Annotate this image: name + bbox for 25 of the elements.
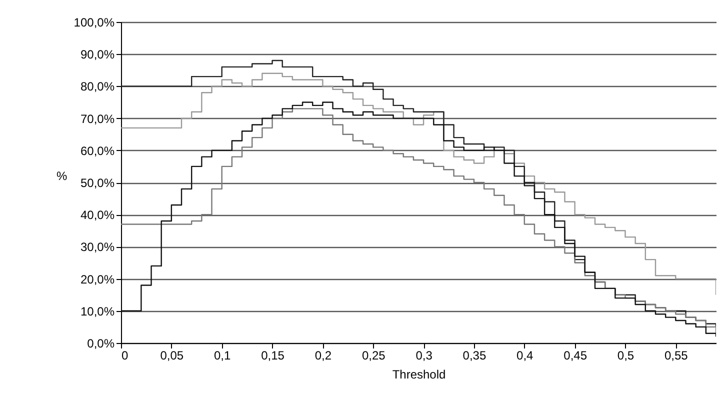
x-tick-label: 0,35 bbox=[462, 348, 486, 362]
x-tick-label: 0,4 bbox=[516, 348, 534, 362]
y-tick-label: 100,0% bbox=[74, 16, 115, 30]
x-tick-label: 0,05 bbox=[160, 348, 184, 362]
y-tick-label: 20,0% bbox=[80, 272, 115, 286]
y-tick-label: 80,0% bbox=[80, 80, 115, 94]
y-tick-label: 90,0% bbox=[80, 48, 115, 62]
x-tick-label: 0,15 bbox=[261, 348, 285, 362]
y-axis-title: % bbox=[56, 169, 68, 183]
y-tick-label: 30,0% bbox=[80, 240, 115, 254]
y-tick-label: 70,0% bbox=[80, 112, 115, 126]
x-tick-label: 0,3 bbox=[416, 348, 433, 362]
x-tick-label: 0,2 bbox=[314, 348, 332, 362]
y-tick-label: 0,0% bbox=[87, 336, 115, 350]
x-tick-label: 0,25 bbox=[362, 348, 386, 362]
x-tick-label: 0,55 bbox=[664, 348, 688, 362]
x-tick-label: 0,1 bbox=[214, 348, 232, 362]
y-tick-label: 60,0% bbox=[80, 144, 115, 158]
x-tick-label: 0 bbox=[122, 348, 128, 362]
x-axis-title: Threshold bbox=[392, 368, 446, 382]
x-tick-label: 0,45 bbox=[564, 348, 588, 362]
y-tick-label: 50,0% bbox=[80, 176, 115, 190]
y-tick-label: 40,0% bbox=[80, 208, 115, 222]
x-tick-label: 0,5 bbox=[617, 348, 634, 362]
y-tick-label: 10,0% bbox=[80, 304, 115, 318]
